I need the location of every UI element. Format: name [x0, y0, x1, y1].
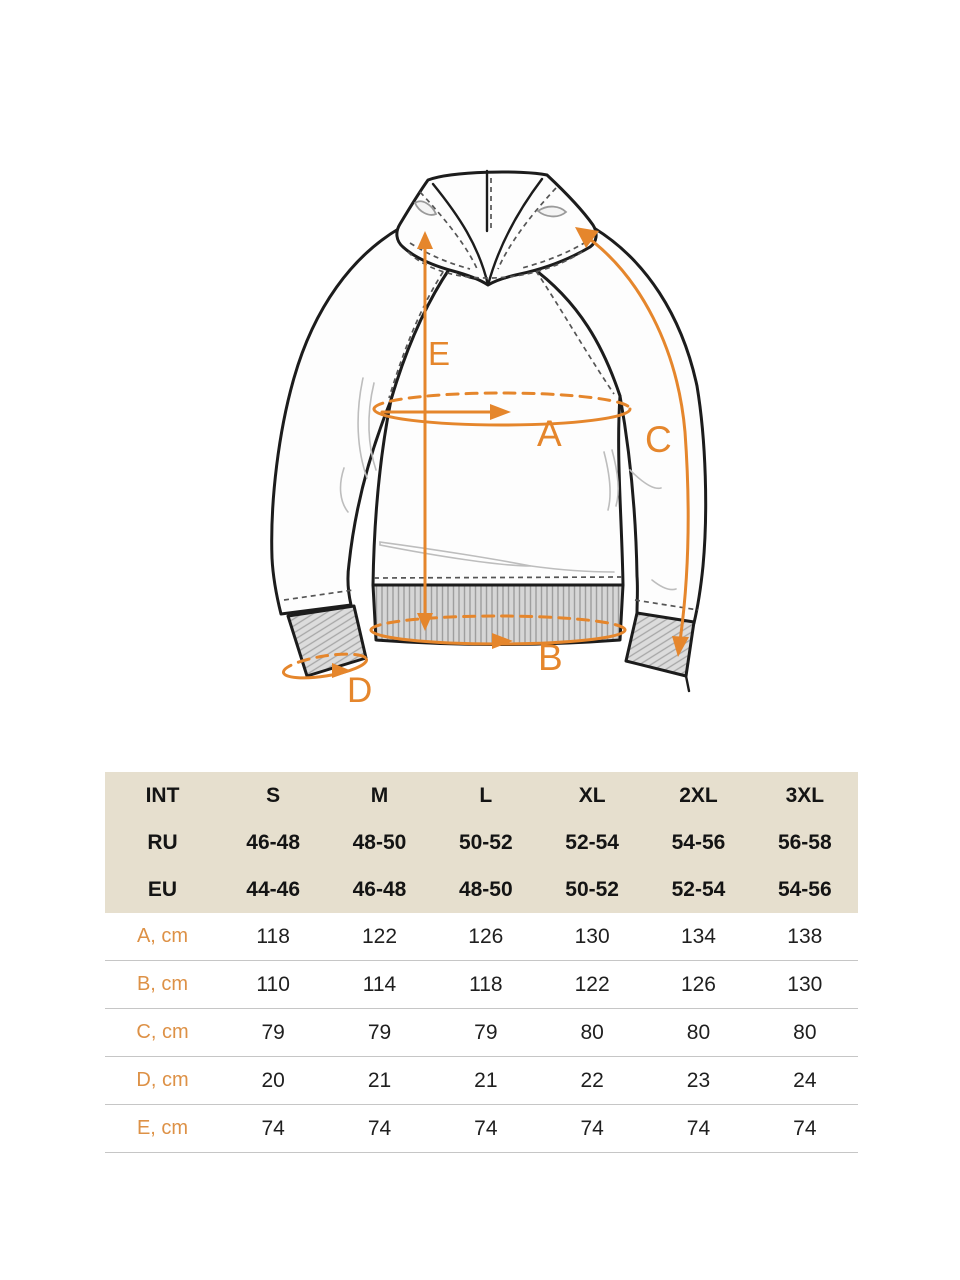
value-cell: 22	[538, 1056, 646, 1105]
value-cell: 79	[326, 1008, 433, 1057]
value-cell: 126	[645, 960, 752, 1009]
arrowhead-right-icon	[332, 663, 352, 678]
right-cuff	[624, 611, 696, 693]
size-cell: 48-50	[432, 866, 539, 913]
table-row-c: C, cm 79 79 79 80 80 80	[105, 1008, 858, 1057]
hood	[395, 169, 598, 287]
left-eyelet	[413, 200, 438, 216]
value-cell: 126	[432, 913, 539, 961]
size-cell: 52-54	[538, 819, 646, 866]
size-cell: 46-48	[220, 819, 327, 866]
left-cuff	[286, 604, 368, 678]
arrowhead-right-icon	[492, 633, 513, 649]
value-cell: 118	[432, 960, 539, 1009]
value-cell: 21	[326, 1056, 433, 1105]
size-cell: 50-52	[432, 819, 539, 866]
size-cell: 44-46	[220, 866, 327, 913]
size-cell: S	[220, 772, 327, 819]
size-cell: 56-58	[751, 819, 858, 866]
arrowhead-right-icon	[490, 404, 511, 420]
hem-band	[371, 576, 625, 646]
row-label: EU	[105, 866, 220, 913]
size-cell: 46-48	[326, 866, 433, 913]
measure-label-B: B	[538, 637, 563, 678]
table-row-ru: RU 46-48 48-50 50-52 52-54 54-56 56-58	[105, 819, 858, 866]
value-cell: 79	[432, 1008, 539, 1057]
arrowhead-up-left-icon	[575, 227, 599, 248]
measure-line-B: B	[369, 614, 627, 678]
value-cell: 24	[751, 1056, 858, 1105]
value-cell: 74	[538, 1104, 646, 1153]
value-cell: 74	[326, 1104, 433, 1153]
value-cell: 20	[220, 1056, 327, 1105]
value-cell: 80	[645, 1008, 752, 1057]
size-cell: 52-54	[645, 866, 752, 913]
arrowhead-up-icon	[417, 231, 433, 249]
value-cell: 74	[432, 1104, 539, 1153]
value-cell: 23	[645, 1056, 752, 1105]
size-cell: 2XL	[645, 772, 752, 819]
hoodie-measurement-diagram: E A B C	[270, 169, 708, 710]
table-row-b: B, cm 110 114 118 122 126 130	[105, 960, 858, 1009]
value-cell: 80	[751, 1008, 858, 1057]
size-cell: 54-56	[751, 866, 858, 913]
value-cell: 118	[220, 913, 327, 961]
row-label: E, cm	[105, 1104, 220, 1153]
measure-label-E: E	[428, 335, 450, 372]
table-row-eu: EU 44-46 46-48 48-50 50-52 52-54 54-56	[105, 866, 858, 913]
size-cell: 54-56	[645, 819, 752, 866]
measure-label-C: C	[645, 419, 672, 460]
size-cell: L	[432, 772, 539, 819]
measure-line-C: C	[575, 227, 690, 657]
value-cell: 74	[751, 1104, 858, 1153]
value-cell: 130	[538, 913, 646, 961]
value-cell: 80	[538, 1008, 646, 1057]
measure-label-D: D	[347, 671, 372, 710]
row-label: A, cm	[105, 913, 220, 961]
value-cell: 74	[645, 1104, 752, 1153]
value-cell: 21	[432, 1056, 539, 1105]
arrowhead-down-icon	[672, 636, 689, 657]
table-row-d: D, cm 20 21 21 22 23 24	[105, 1056, 858, 1105]
right-eyelet	[536, 205, 568, 218]
value-cell: 114	[326, 960, 433, 1009]
table-row-a: A, cm 118 122 126 130 134 138	[105, 913, 858, 961]
value-cell: 110	[220, 960, 327, 1009]
value-cell: 134	[645, 913, 752, 961]
value-cell: 130	[751, 960, 858, 1009]
row-label: C, cm	[105, 1008, 220, 1057]
table-row-e: E, cm 74 74 74 74 74 74	[105, 1104, 858, 1153]
value-cell: 122	[538, 960, 646, 1009]
value-cell: 122	[326, 913, 433, 961]
measure-label-A: A	[537, 413, 562, 454]
size-chart-table: INT S M L XL 2XL 3XL RU 46-48 48-50 50-5…	[105, 772, 858, 1153]
value-cell: 138	[751, 913, 858, 961]
size-cell: 50-52	[538, 866, 646, 913]
value-cell: 79	[220, 1008, 327, 1057]
size-cell: 3XL	[751, 772, 858, 819]
measure-line-D: D	[282, 652, 372, 710]
size-cell: XL	[538, 772, 646, 819]
row-label: RU	[105, 819, 220, 866]
row-label: INT	[105, 772, 220, 819]
row-label: B, cm	[105, 960, 220, 1009]
measure-line-E: E	[417, 231, 450, 631]
table-row-int: INT S M L XL 2XL 3XL	[105, 772, 858, 819]
size-cell: 48-50	[326, 819, 433, 866]
measure-line-A: A	[372, 391, 632, 454]
row-label: D, cm	[105, 1056, 220, 1105]
value-cell: 74	[220, 1104, 327, 1153]
size-cell: M	[326, 772, 433, 819]
